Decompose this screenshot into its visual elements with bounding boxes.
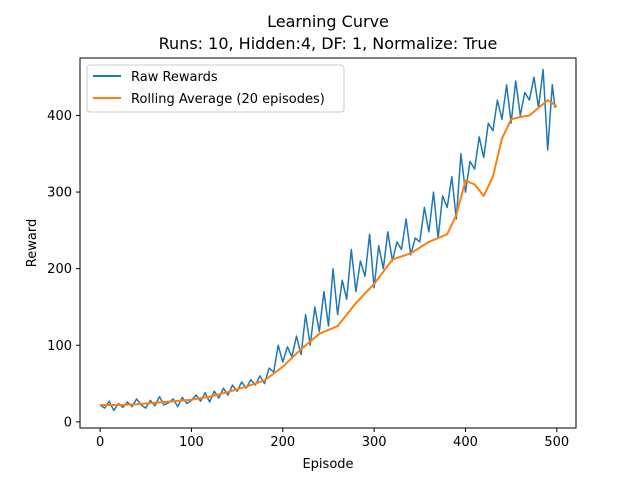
series-line-rolling-average — [100, 99, 558, 406]
y-tick-label: 0 — [64, 415, 72, 430]
legend-label-rolling-average: Rolling Average (20 episodes) — [131, 92, 325, 107]
y-axis-label: Reward — [25, 219, 40, 267]
series-line-raw-rewards — [99, 68, 556, 412]
legend-label-raw-rewards: Raw Rewards — [131, 70, 218, 85]
y-tick-label: 200 — [47, 262, 72, 277]
y-tick-label: 400 — [47, 109, 72, 124]
x-axis-ticks: 0 100 200 300 400 500 — [96, 428, 569, 450]
legend-box — [86, 64, 345, 113]
chart-title-line2: Runs: 10, Hidden:4, DF: 1, Normalize: Tr… — [159, 34, 498, 53]
plot-area: 0 100 200 300 400 500 0 100 200 300 400 — [47, 57, 577, 450]
y-tick-label: 300 — [47, 186, 72, 201]
y-tick-label: 100 — [47, 339, 72, 354]
x-tick-label: 0 — [96, 435, 104, 450]
x-tick-label: 100 — [179, 435, 204, 450]
x-tick-label: 500 — [544, 435, 569, 450]
x-axis-label: Episode — [302, 457, 353, 472]
x-tick-label: 300 — [362, 435, 387, 450]
y-axis-ticks: 0 100 200 300 400 — [47, 109, 80, 430]
series-layer — [99, 68, 558, 412]
x-tick-label: 400 — [453, 435, 478, 450]
chart-title-line1: Learning Curve — [267, 12, 389, 31]
plot-frame — [79, 57, 577, 429]
legend: Raw Rewards Rolling Average (20 episodes… — [86, 64, 345, 113]
x-tick-label: 200 — [270, 435, 295, 450]
